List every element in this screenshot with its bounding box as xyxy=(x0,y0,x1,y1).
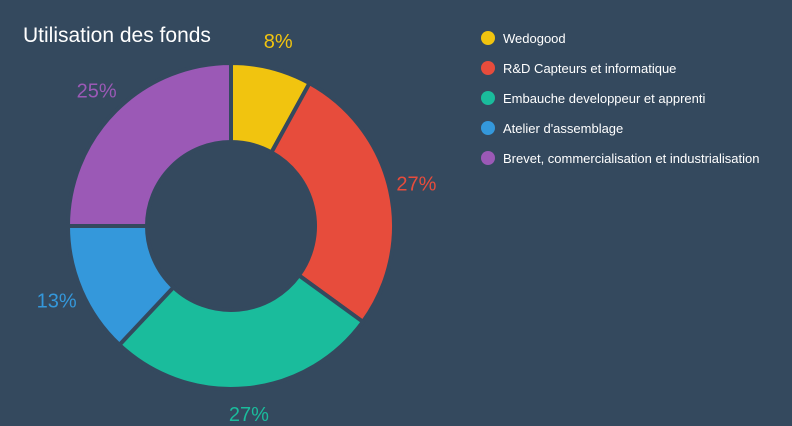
donut-slice-3[interactable] xyxy=(116,272,366,391)
legend-item[interactable]: Embauche developpeur et apprenti xyxy=(481,83,760,113)
legend-item[interactable]: R&D Capteurs et informatique xyxy=(481,53,760,83)
slice-value-label-2: 27% xyxy=(396,174,436,196)
legend-label: Brevet, commercialisation et industriali… xyxy=(503,150,760,166)
legend-label: R&D Capteurs et informatique xyxy=(503,60,677,76)
slice-value-label-1: 8% xyxy=(264,31,293,53)
slice-value-label-4: 13% xyxy=(37,290,77,312)
donut-slice-5[interactable] xyxy=(65,60,233,228)
legend-item[interactable]: Atelier d'assemblage xyxy=(481,113,760,143)
legend-item[interactable]: Brevet, commercialisation et industriali… xyxy=(481,143,760,173)
legend-label: Atelier d'assemblage xyxy=(503,120,624,136)
donut-slice-2[interactable] xyxy=(268,80,396,325)
legend-swatch xyxy=(481,31,495,45)
legend-label: Embauche developpeur et apprenti xyxy=(503,90,706,106)
donut-chart: 8% 27% 27% 13% 25% xyxy=(37,31,437,426)
legend-swatch xyxy=(481,61,495,75)
legend-swatch xyxy=(481,151,495,165)
legend-swatch xyxy=(481,91,495,105)
slice-value-label-3: 27% xyxy=(229,404,269,426)
chart-legend: Wedogood R&D Capteurs et informatique Emba… xyxy=(481,23,760,173)
slice-value-label-5: 25% xyxy=(77,81,117,103)
legend-item[interactable]: Wedogood xyxy=(481,23,760,53)
legend-label: Wedogood xyxy=(503,30,566,46)
legend-swatch xyxy=(481,121,495,135)
chart-title: Utilisation des fonds xyxy=(23,24,211,47)
